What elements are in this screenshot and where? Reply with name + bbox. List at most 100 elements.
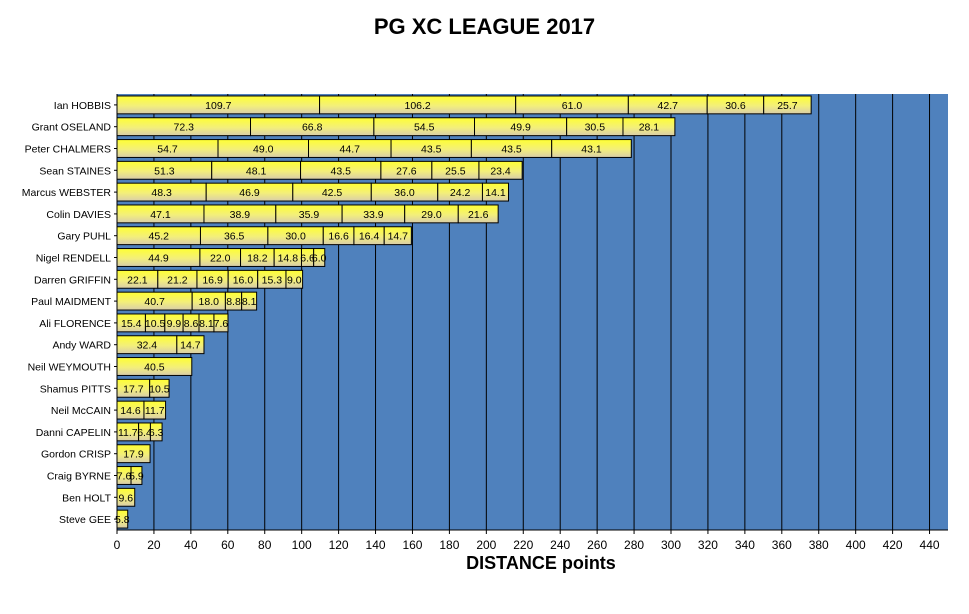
x-tick-label: 360 [772, 538, 792, 552]
bar-segment [763, 95, 812, 115]
bar-segment-group: 49.0 [217, 139, 309, 158]
x-tick-label: 140 [366, 538, 386, 552]
bar-segment-group: 9.6 [116, 487, 136, 507]
bar-segment-group: 17.9 [116, 444, 151, 464]
bar-segment-group: 22.0 [199, 248, 242, 267]
bar-segment-group: 16.0 [227, 269, 259, 289]
bar-segment [241, 291, 258, 311]
bar-value-label: 6.3 [149, 427, 164, 439]
bar-value-label: 11.7 [118, 427, 138, 439]
x-tick-label: 220 [513, 538, 533, 552]
row-label: Ali FLORENCE [39, 318, 111, 330]
bar-value-label: 9.9 [167, 318, 182, 330]
bar-segment-group: 43.1 [551, 139, 632, 158]
bar-segment-group: 43.5 [470, 139, 553, 158]
row-label: Marcus WEBSTER [22, 187, 112, 199]
bar-value-label: 40.7 [144, 296, 165, 308]
bar-segment-group: 27.6 [380, 160, 433, 180]
bar-segment-group: 11.7 [143, 400, 167, 420]
x-tick-label: 380 [809, 538, 829, 552]
bar-segment-group: 18.0 [191, 291, 226, 311]
bar-segment-group: 61.0 [515, 95, 629, 115]
x-tick-label: 40 [184, 538, 198, 552]
x-tick-label: 100 [292, 538, 312, 552]
chart-title: PG XC LEAGUE 2017 [373, 14, 596, 39]
bar-value-label: 6.4 [137, 427, 152, 439]
bar-value-label: 33.9 [363, 209, 384, 221]
bar-segment-group: 54.7 [116, 139, 219, 158]
bar-segment-group: 8.1 [198, 313, 215, 333]
bar-segment-group: 8.8 [224, 291, 243, 311]
bar-segment-group: 25.7 [763, 95, 812, 115]
bar-segment-group: 14.7 [383, 226, 412, 246]
bar-value-label: 5.9 [129, 471, 144, 483]
bar-segment-group: 16.9 [196, 269, 229, 289]
bar-segment-group: 25.5 [431, 160, 480, 180]
bar-segment-group: 9.9 [164, 313, 184, 333]
x-tick-label: 340 [735, 538, 755, 552]
bar-segment-group: 24.2 [437, 182, 483, 202]
bar-segment-group: 10.5 [145, 313, 166, 333]
bar-value-label: 42.5 [322, 187, 343, 199]
bar-segment-group: 16.6 [322, 226, 355, 246]
bar-value-label: 17.7 [123, 383, 144, 395]
x-tick-label: 20 [147, 538, 161, 552]
x-tick-label: 320 [698, 538, 718, 552]
bar-value-label: 9.6 [119, 492, 134, 504]
bar-segment [481, 182, 509, 202]
bar-value-label: 32.4 [137, 340, 158, 352]
bar-segment [478, 160, 523, 180]
bar-segment-group: 42.5 [292, 182, 372, 202]
row-label: Gary PUHL [57, 231, 111, 243]
bar-value-label: 14.8 [278, 253, 299, 265]
row-label: Ian HOBBIS [54, 100, 111, 112]
bar-segment [285, 269, 304, 289]
bar-segment [143, 400, 167, 420]
bar-segment-group: 49.9 [474, 117, 568, 137]
bar-value-label: 54.7 [157, 144, 178, 156]
bar-segment-group: 8.6 [182, 313, 200, 333]
bar-value-label: 30.0 [285, 231, 306, 243]
bar-value-label: 43.5 [331, 165, 352, 177]
bar-segment-group: 8.1 [241, 291, 258, 311]
bar-value-label: 9.0 [287, 274, 302, 286]
bar-segment [313, 248, 326, 267]
row-label: Peter CHALMERS [25, 144, 111, 156]
bar-value-label: 22.0 [210, 253, 231, 265]
bar-value-label: 21.2 [167, 274, 188, 286]
bar-segment [551, 139, 632, 158]
bar-value-label: 49.0 [253, 144, 274, 156]
bar-value-label: 8.1 [242, 296, 257, 308]
x-tick-label: 60 [221, 538, 235, 552]
bar-value-label: 48.3 [151, 187, 172, 199]
bar-segment-group: 42.7 [627, 95, 708, 115]
bar-value-label: 7.6 [117, 471, 132, 483]
row-label: Andy WARD [52, 340, 111, 352]
bar-segment-group: 36.0 [370, 182, 439, 202]
bar-value-label: 16.4 [359, 231, 380, 243]
row-label: Ben HOLT [62, 492, 111, 504]
bar-segment-group: 23.4 [478, 160, 523, 180]
bar-segment-group: 38.9 [203, 204, 277, 224]
bar-value-label: 23.4 [490, 165, 511, 177]
x-tick-label: 200 [476, 538, 496, 552]
bar-value-label: 30.6 [725, 100, 746, 112]
bar-value-label: 14.7 [388, 231, 409, 243]
bar-segment-group: 22.1 [116, 269, 159, 289]
bar-value-label: 43.1 [581, 144, 602, 156]
bar-value-label: 28.1 [639, 122, 660, 134]
row-label: Paul MAIDMENT [31, 296, 112, 308]
bar-value-label: 61.0 [562, 100, 583, 112]
bar-value-label: 27.6 [396, 165, 417, 177]
plot-area [117, 94, 948, 530]
bar-segment-group: 5.9 [129, 466, 144, 485]
bar-segment-group: 66.8 [250, 117, 375, 137]
bar-value-label: 16.0 [233, 274, 254, 286]
row-label: Neil McCAIN [51, 405, 111, 417]
bar-segment [176, 335, 205, 355]
bar-value-label: 47.1 [150, 209, 171, 221]
bar-value-label: 25.5 [445, 165, 466, 177]
bar-segment-group: 44.9 [116, 248, 201, 267]
bar-segment-group: 106.2 [319, 95, 517, 115]
